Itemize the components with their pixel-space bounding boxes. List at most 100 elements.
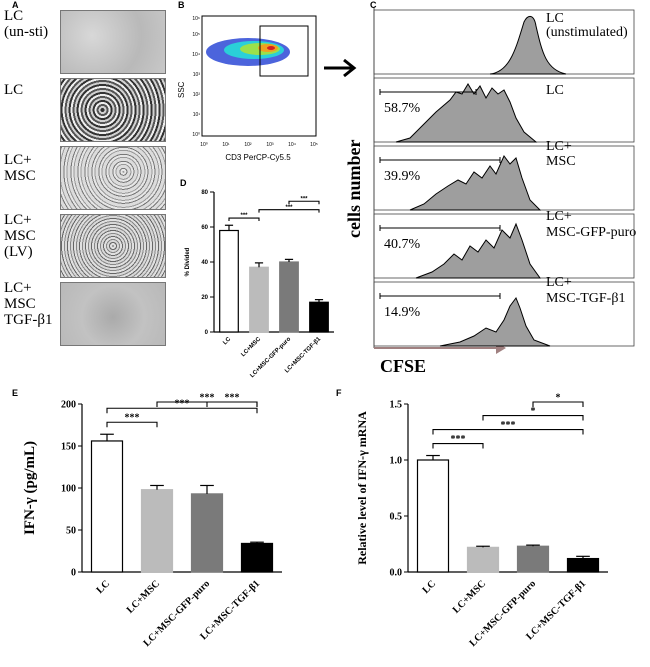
percent-label: 14.9% <box>384 305 421 320</box>
y-tick-label: 1.0 <box>390 456 403 467</box>
bar <box>90 440 124 573</box>
category-label: LC <box>222 336 232 346</box>
condition-label: MSC <box>546 154 576 169</box>
significance-label: *** <box>175 399 190 410</box>
scatter-xticks: 10⁰ 10¹ 10² 10³ 10⁴ 10⁵ <box>200 142 318 148</box>
bar <box>190 493 224 573</box>
tick-label: 10⁶ <box>192 16 200 22</box>
y-tick-label: 0.0 <box>390 568 403 579</box>
significance-bracket <box>432 428 584 435</box>
tick-label: 10¹ <box>222 142 230 148</box>
chart-ylabel: Relative level of IFN-γ mRNA <box>355 411 369 565</box>
histogram-curve <box>395 83 538 143</box>
panel-f-label: F <box>336 388 342 398</box>
histogram-curve <box>489 16 567 75</box>
microscopy-image <box>60 78 166 142</box>
microscopy-image <box>60 214 166 278</box>
y-tick-label: 50 <box>66 526 76 537</box>
bar <box>566 557 600 573</box>
y-tick-label: 0 <box>71 568 76 579</box>
percent-label: 39.9% <box>384 169 421 184</box>
y-tick-label: 40 <box>201 260 208 266</box>
condition-label: (unstimulated) <box>546 25 628 40</box>
panel-e-label: E <box>12 388 19 398</box>
histogram-ylabel: cells number <box>344 139 364 238</box>
arrow-icon <box>324 58 357 78</box>
y-tick-label: 200 <box>61 400 76 411</box>
y-tick-label: 80 <box>201 190 208 196</box>
bar <box>309 301 329 333</box>
bar <box>140 489 174 573</box>
tick-label: 10³ <box>193 72 201 78</box>
significance-bracket <box>482 414 584 421</box>
condition-label: LC+ MSC (LV) <box>4 212 36 260</box>
condition-label: LC <box>546 11 564 26</box>
category-label: LC+MSC <box>240 336 262 358</box>
category-label: LC+MSC <box>451 578 488 615</box>
chart-ylabel: % Divided <box>185 247 191 276</box>
percent-labels: 58.7% 39.9% 40.7% 14.9% <box>384 101 421 320</box>
significance-label: * <box>531 406 536 417</box>
tick-label: 10³ <box>266 142 274 148</box>
gate-rectangle <box>259 25 309 77</box>
condition-label: LC (un-sti) <box>4 8 49 40</box>
tick-label: 10⁴ <box>288 142 296 148</box>
y-tick-label: 150 <box>61 442 76 453</box>
significance-label: * <box>556 393 561 404</box>
category-label: LC+MSC <box>125 578 162 615</box>
histogram-condition-labels: LC (unstimulated) LC LC+ MSC LC+ MSC-GFP… <box>546 11 636 306</box>
bar <box>466 546 500 573</box>
category-label: LC <box>95 578 113 596</box>
bar <box>240 542 274 573</box>
tick-label: 10⁴ <box>192 52 200 58</box>
bar <box>416 459 450 573</box>
panel-a-row: LC+ MSC <box>4 144 204 210</box>
condition-label: LC <box>546 83 564 98</box>
category-label: LC <box>421 578 439 596</box>
tick-label: 10² <box>244 142 252 148</box>
scatter-yticks: 10⁰ 10¹ 10² 10³ 10⁴ 10⁵ 10⁶ <box>192 16 200 138</box>
condition-label: LC <box>4 82 24 98</box>
bar <box>249 266 269 333</box>
chart-f: Relative level of IFN-γ mRNA 0.0 0.5 1.0 1.… <box>355 393 608 649</box>
scatter-ylabel: SSC <box>177 81 186 98</box>
significance-bracket <box>206 401 258 407</box>
significance-bracket <box>258 209 320 213</box>
chart-ylabel: IFN-γ (pg/mL) <box>22 441 38 535</box>
significance-bracket <box>106 407 258 414</box>
significance-bracket <box>228 217 260 222</box>
y-tick-label: 0.5 <box>390 512 403 523</box>
condition-label: LC+ MSC TGF-β1 <box>4 280 53 328</box>
y-tick-label: 0 <box>205 330 209 336</box>
panel-b-label: B <box>178 0 185 10</box>
panel-a-row: LC <box>4 76 204 142</box>
tick-label: 10² <box>193 92 201 98</box>
significance-label: *** <box>285 205 293 211</box>
panel-d-label: D <box>180 178 187 188</box>
y-tick-label: 60 <box>201 225 208 231</box>
panel-a-row: LC (un-sti) <box>4 8 204 74</box>
bar <box>279 261 299 333</box>
condition-label: LC+ <box>546 275 572 290</box>
significance-bracket <box>106 421 158 428</box>
bar <box>516 545 550 573</box>
significance-bracket <box>288 200 320 205</box>
condition-label: MSC-TGF-β1 <box>546 291 625 306</box>
tick-label: 10⁰ <box>200 142 208 148</box>
division-gates <box>379 89 501 299</box>
significance-label: *** <box>225 393 240 404</box>
panel-a-row: LC+ MSC (LV) <box>4 212 204 278</box>
bar <box>219 229 239 333</box>
histogram-curve <box>409 155 542 211</box>
significance-label: *** <box>300 196 308 202</box>
significance-label: *** <box>451 434 466 445</box>
condition-label: LC+ MSC <box>4 152 36 184</box>
microscopy-image <box>60 146 166 210</box>
microscopy-image <box>60 10 166 74</box>
condition-label: MSC-GFP-puro <box>546 225 636 240</box>
percent-label: 58.7% <box>384 101 421 116</box>
scatter-xlabel: CD3 PerCP-Cy5.5 <box>225 153 291 162</box>
tick-label: 10⁰ <box>192 132 200 138</box>
